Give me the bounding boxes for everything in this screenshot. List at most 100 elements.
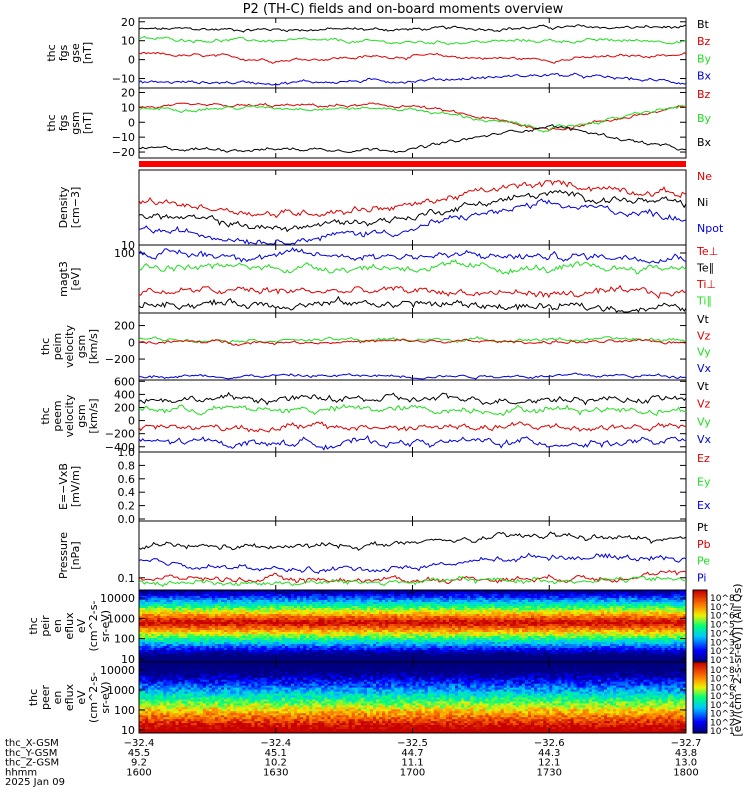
spectrogram-cell	[227, 606, 231, 609]
spectrogram-cell	[561, 614, 565, 617]
spectrogram-cell	[342, 616, 347, 619]
spectrogram-cell	[479, 622, 483, 625]
spectrogram-cell	[500, 610, 505, 613]
spectrogram-cell	[257, 612, 261, 615]
spectrogram-cell	[278, 594, 283, 597]
y-tick-label: 400	[114, 388, 135, 401]
spectrogram-cell	[616, 616, 620, 619]
spectrogram-cell	[145, 610, 149, 613]
spectrogram-cell	[336, 602, 340, 605]
spectrogram-cell	[157, 596, 161, 599]
spectrogram-cell	[561, 616, 565, 619]
spectrogram-cell	[661, 626, 666, 629]
spectrogram-cell	[591, 622, 596, 625]
spectrogram-cell	[509, 618, 514, 621]
spectrogram-cell	[622, 598, 626, 601]
y-tick-label: −400	[105, 441, 135, 454]
spectrogram-cell	[582, 630, 587, 633]
spectrogram-cell	[266, 618, 271, 621]
spectrogram-cell	[269, 594, 274, 597]
y-tick-label: 0.1	[118, 572, 136, 585]
spectrogram-cell	[403, 634, 407, 637]
spectrogram-cell	[558, 596, 562, 599]
spectrogram-cell	[424, 612, 429, 615]
spectrogram-cell	[321, 624, 325, 627]
spectrogram-cell	[573, 630, 578, 633]
spectrogram-cell	[421, 594, 426, 597]
spectrogram-cell	[637, 622, 641, 625]
spectrogram-cell	[294, 610, 298, 613]
spectrogram-cell	[257, 594, 261, 597]
spectrogram-cell	[339, 600, 344, 603]
spectrogram-cell	[591, 612, 596, 615]
spectrogram-cell	[619, 600, 623, 603]
spectrogram-cell	[315, 600, 319, 603]
spectrogram-cell	[625, 616, 629, 619]
spectrogram-cell	[242, 630, 246, 633]
spectrogram-cell	[673, 624, 678, 627]
spectrogram-cell	[652, 606, 657, 609]
spectrogram-cell	[634, 598, 638, 601]
spectrogram-cell	[540, 606, 544, 609]
spectrogram-cell	[503, 628, 508, 631]
spectrogram-cell	[442, 604, 447, 607]
spectrogram-cell	[555, 598, 559, 601]
spectrogram-cell	[485, 592, 489, 595]
spectrogram-cell	[421, 618, 426, 621]
spectrogram-cell	[561, 600, 565, 603]
spectrogram-cell	[382, 596, 386, 599]
spectrogram-cell	[224, 612, 228, 615]
spectrogram-cell	[616, 590, 620, 593]
spectrogram-cell	[145, 592, 149, 595]
spectrogram-cell	[354, 596, 359, 599]
spectrogram-cell	[537, 612, 541, 615]
spectrogram-cell	[667, 618, 672, 621]
spectrogram-cell	[157, 636, 161, 639]
spectrogram-cell	[676, 592, 681, 595]
spectrogram-cell	[357, 596, 362, 599]
spectrogram-cell	[294, 608, 298, 611]
spectrogram-cell	[218, 598, 222, 601]
spectrogram-cell	[385, 592, 389, 595]
spectrogram-cell	[300, 600, 304, 603]
spectrogram-cell	[658, 622, 663, 625]
spectrogram-cell	[415, 630, 419, 633]
spectrogram-cell	[427, 620, 432, 623]
spectrogram-cell	[430, 600, 435, 603]
spectrogram-cell	[166, 628, 170, 631]
spectrogram-cell	[445, 634, 450, 637]
spectrogram-cell	[594, 610, 599, 613]
spectrogram-cell	[564, 628, 568, 631]
spectrogram-cell	[339, 592, 344, 595]
spectrogram-cell	[142, 604, 146, 607]
spectrogram-cell	[427, 598, 432, 601]
spectrogram-cell	[658, 600, 663, 603]
spectrogram-cell	[640, 618, 644, 621]
spectrogram-cell	[339, 620, 344, 623]
spectrogram-cell	[321, 608, 325, 611]
spectrogram-cell	[640, 634, 644, 637]
spectrogram-cell	[157, 626, 161, 629]
spectrogram-cell	[494, 596, 499, 599]
spectrogram-cell	[479, 606, 483, 609]
spectrogram-cell	[683, 612, 687, 615]
spectrogram-cell	[269, 612, 274, 615]
spectrogram-cell	[531, 600, 535, 603]
spectrogram-cell	[667, 606, 672, 609]
spectrogram-cell	[208, 594, 213, 597]
spectrogram-cell	[509, 610, 514, 613]
spectrogram-cell	[546, 590, 550, 593]
spectrogram-cell	[503, 608, 508, 611]
spectrogram-cell	[321, 634, 325, 637]
spectrogram-cell	[442, 624, 447, 627]
spectrogram-cell	[634, 618, 638, 621]
spectrogram-cell	[488, 622, 492, 625]
spectrogram-cell	[607, 598, 611, 601]
spectrogram-cell	[658, 598, 663, 601]
spectrogram-cell	[515, 618, 520, 621]
spectrogram-cell	[406, 628, 410, 631]
spectrogram-cell	[391, 598, 395, 601]
spectrogram-cell	[324, 610, 328, 613]
data-quality-bar	[139, 161, 686, 167]
spectrogram-cell	[561, 612, 565, 615]
